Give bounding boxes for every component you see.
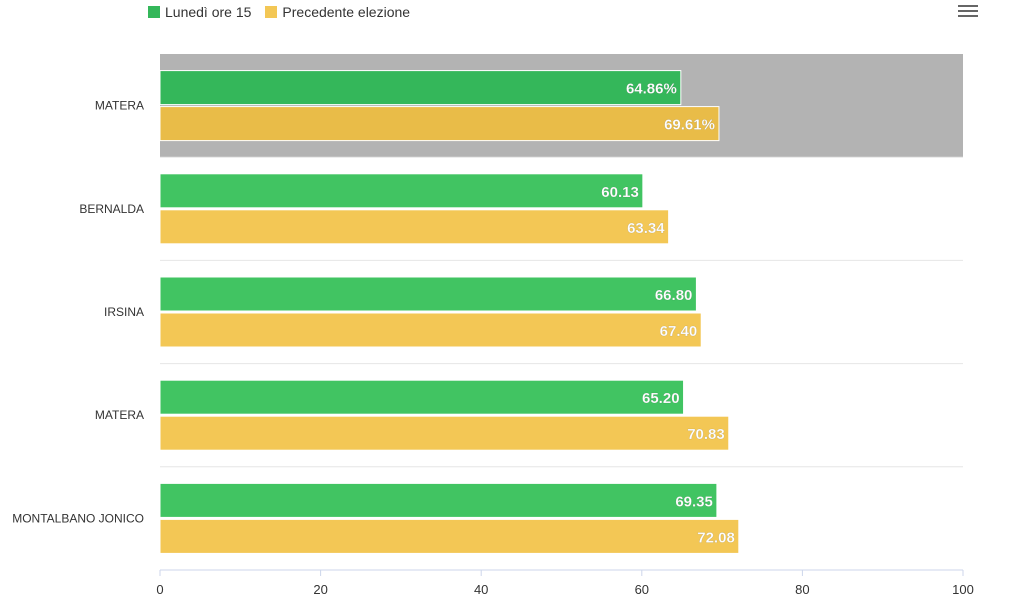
category-label: MATERA [95,99,144,113]
bar-precedente[interactable] [159,106,720,142]
x-tick-label: 40 [474,582,488,597]
hamburger-menu-icon[interactable] [958,2,978,18]
bar-lunedi[interactable] [159,173,644,209]
bar-precedente[interactable] [159,518,740,554]
x-tick-label: 20 [313,582,327,597]
highlight-band [160,54,963,158]
data-label: 63.34 [627,220,665,237]
legend-label-precedente: Precedente elezione [282,4,411,20]
bar-precedente[interactable] [159,209,670,245]
bar-lunedi[interactable] [159,70,682,106]
data-label: 69.35 [675,493,713,510]
data-label: 67.40 [660,323,698,340]
category-label: IRSINA [104,305,144,319]
category-label: BERNALDA [79,202,144,216]
x-tick-label: 0 [156,582,163,597]
category-label: MATERA [95,408,144,422]
bar-precedente[interactable] [159,312,702,348]
data-label: 69.61% [664,117,715,134]
data-label: 64.86% [626,81,677,98]
x-tick-label: 80 [795,582,809,597]
legend-label-lunedi: Lunedì ore 15 [165,4,252,20]
x-tick-label: 100 [952,582,974,597]
data-label: 66.80 [655,287,693,304]
data-label: 72.08 [697,529,735,546]
data-label: 60.13 [601,184,639,201]
bar-lunedi[interactable] [159,276,697,312]
x-tick-label: 60 [635,582,649,597]
category-label: MONTALBANO JONICO [12,511,144,525]
data-label: 70.83 [687,426,725,443]
bar-lunedi[interactable] [159,482,718,518]
legend-item-precedente[interactable]: Precedente elezione [265,4,410,20]
data-label: 65.20 [642,390,680,407]
legend-item-lunedi[interactable]: Lunedì ore 15 [148,4,251,20]
legend-swatch-precedente [265,6,278,18]
chart-legend: Lunedì ore 15 Precedente elezione [148,4,424,20]
bar-lunedi[interactable] [159,379,685,415]
bar-precedente[interactable] [159,415,730,451]
legend-swatch-lunedi [148,6,160,18]
